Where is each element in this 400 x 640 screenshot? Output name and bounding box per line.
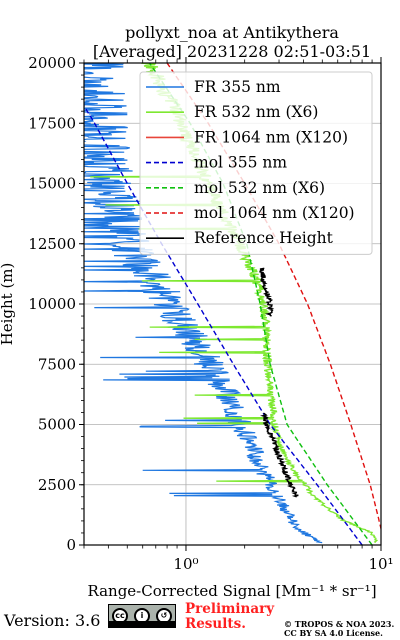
legend-label-mol-355-nm: mol 355 nm [194,154,287,172]
copyright-line-2: CC BY SA 4.0 License. [284,628,383,638]
y-axis-label: Height (m) [0,263,16,346]
copyright-note: © TROPOS & NOA 2023. CC BY SA 4.0 Licens… [284,620,394,638]
cc-by-sa-license-icon: cc i ↺ [108,604,176,628]
chart-title-line-1: pollyxt_noa at Antikythera [125,23,339,42]
version-label: Version: 3.6 [4,611,101,630]
y-tick-label: 0 [66,536,76,554]
x-tick-label: 10¹ [368,555,393,573]
series-reference-height-line [259,267,275,317]
axis-ticks: 0 2500 5000 7500 10000 12500 15000 17500 20000 10… [28,54,393,573]
legend-label-mol-532-nm-x6: mol 532 nm (X6) [194,179,325,197]
preliminary-line-1: Preliminary [185,601,275,617]
y-tick-label: 20000 [28,54,76,72]
x-tick-label: 10⁰ [173,555,198,573]
legend-label-reference-height: Reference Height [194,229,334,247]
legend-label-fr-1064-nm-x120: FR 1064 nm (X120) [194,128,348,146]
preliminary-results-note: Preliminary Results. [185,602,274,632]
y-tick-label: 7500 [38,355,76,373]
legend-box [139,71,373,255]
y-tick-label: 10000 [28,295,76,313]
legend-label-fr-532-nm-x6: FR 532 nm (X6) [194,103,318,121]
series-reference-height-line [260,412,299,498]
y-tick-label: 17500 [28,114,76,132]
y-tick-label: 12500 [28,235,76,253]
preliminary-line-2: Results. [185,616,246,632]
series-fr-355-nm-line [84,63,323,544]
chart-title-line-2: [Averaged] 20231228 02:51-03:51 [93,42,371,61]
legend-label-fr-355-nm: FR 355 nm [194,78,281,96]
y-tick-label: 5000 [38,416,76,434]
y-tick-label: 2500 [38,476,76,494]
copyright-line-1: © TROPOS & NOA 2023. [284,619,395,629]
x-axis-label: Range-Corrected Signal [Mm⁻¹ * sr⁻¹] [87,582,376,600]
legend: FR 355 nm FR 532 nm (X6) FR 1064 nm (X120)… [139,71,373,255]
y-tick-label: 15000 [28,175,76,193]
series-mol-355-nm-line [84,104,363,545]
legend-label-mol-1064-nm-x120: mol 1064 nm (X120) [194,204,355,222]
